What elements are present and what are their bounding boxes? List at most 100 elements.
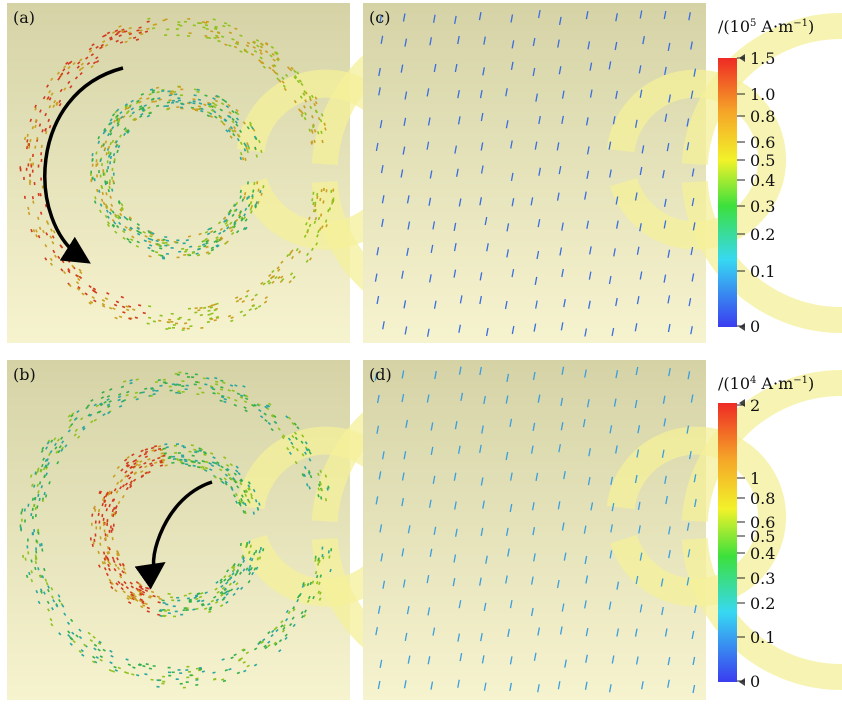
current-arrow [49, 481, 50, 484]
current-arrow [102, 561, 103, 564]
current-arrow [198, 246, 201, 247]
current-arrow [234, 28, 237, 29]
current-arrow [240, 35, 243, 36]
current-arrow [197, 249, 200, 250]
current-arrow [35, 125, 36, 128]
current-arrow [203, 452, 206, 453]
current-arrow [221, 397, 224, 398]
current-arrow [37, 137, 38, 140]
current-arrow [230, 320, 233, 321]
current-arrow [315, 556, 316, 559]
current-arrow [48, 586, 49, 589]
current-arrow [128, 664, 131, 665]
current-arrow [203, 240, 206, 241]
current-arrow [240, 190, 241, 193]
current-arrow [208, 253, 211, 254]
current-arrow [199, 597, 202, 598]
current-arrow [315, 559, 316, 562]
current-arrow [195, 595, 198, 596]
current-arrow [128, 318, 131, 319]
current-arrow [241, 543, 242, 546]
current-arrow [46, 204, 47, 207]
current-arrow [193, 101, 196, 102]
current-arrow [153, 394, 156, 395]
current-arrow [209, 463, 212, 464]
current-arrow [260, 190, 261, 193]
current-arrow [192, 609, 195, 610]
current-arrow [192, 103, 195, 104]
current-arrow [231, 317, 234, 318]
current-arrow [152, 233, 155, 234]
current-arrow [50, 125, 51, 128]
current-arrow [225, 670, 228, 671]
colorbar-tick-label: 0.4 [750, 544, 775, 563]
current-arrow [38, 567, 39, 570]
current-arrow [201, 108, 204, 109]
current-arrow [189, 602, 192, 603]
current-arrow [198, 99, 201, 100]
current-arrow [104, 558, 105, 561]
current-arrow [148, 241, 151, 242]
current-arrow [208, 106, 211, 107]
current-arrow [39, 498, 40, 501]
current-arrow [137, 30, 140, 31]
current-arrow [149, 94, 152, 95]
current-arrow [302, 473, 303, 476]
current-arrow [248, 196, 249, 199]
current-arrow [318, 230, 319, 233]
unit-text: /(10 [718, 374, 750, 393]
current-arrow [312, 115, 313, 118]
current-arrow [157, 458, 160, 459]
current-arrow [31, 560, 32, 563]
current-arrow [126, 306, 129, 307]
current-arrow [104, 552, 105, 555]
colorbar-tick-label: 0.8 [750, 489, 775, 508]
current-arrow [154, 446, 157, 447]
current-arrow [100, 543, 101, 546]
current-arrow [234, 385, 237, 386]
current-arrow [143, 313, 146, 314]
current-arrow [310, 582, 311, 585]
panel-label: (c) [369, 8, 390, 27]
unit-text: ) [808, 17, 814, 36]
current-arrow [95, 509, 96, 512]
colorbar-tick-label: 0.4 [750, 171, 775, 190]
unit-exponent: −1 [793, 375, 808, 386]
current-arrow [116, 301, 119, 302]
current-arrow [102, 192, 103, 195]
current-arrow [120, 42, 123, 43]
current-arrow [314, 221, 315, 224]
current-arrow [220, 400, 223, 401]
current-arrow [209, 609, 212, 610]
current-arrow [153, 596, 156, 597]
current-arrow [210, 386, 213, 387]
current-arrow [136, 39, 139, 40]
current-arrow [112, 189, 113, 192]
current-arrow [251, 496, 252, 499]
current-arrow [157, 596, 160, 597]
current-arrow [241, 152, 242, 155]
current-arrow [108, 151, 109, 154]
current-arrow [30, 139, 31, 142]
current-arrow [150, 239, 153, 240]
current-arrow [163, 454, 166, 455]
colorbar-tick-label: 0 [750, 317, 760, 336]
colorbar-tick-label: 0.8 [750, 107, 775, 126]
current-arrow [318, 488, 319, 491]
current-arrow [320, 119, 321, 122]
current-arrow [154, 101, 157, 102]
current-arrow [193, 462, 196, 463]
current-arrow [35, 108, 36, 111]
current-arrow [328, 209, 329, 212]
current-arrow [250, 545, 251, 548]
current-arrow [319, 484, 320, 487]
current-arrow [192, 455, 195, 456]
unit-text: ) [808, 374, 814, 393]
current-arrow [309, 470, 310, 473]
current-arrow [108, 551, 109, 554]
current-arrow [31, 475, 32, 478]
current-arrow [203, 469, 206, 470]
current-arrow [152, 450, 155, 451]
current-arrow [197, 600, 200, 601]
current-arrow [319, 117, 320, 120]
